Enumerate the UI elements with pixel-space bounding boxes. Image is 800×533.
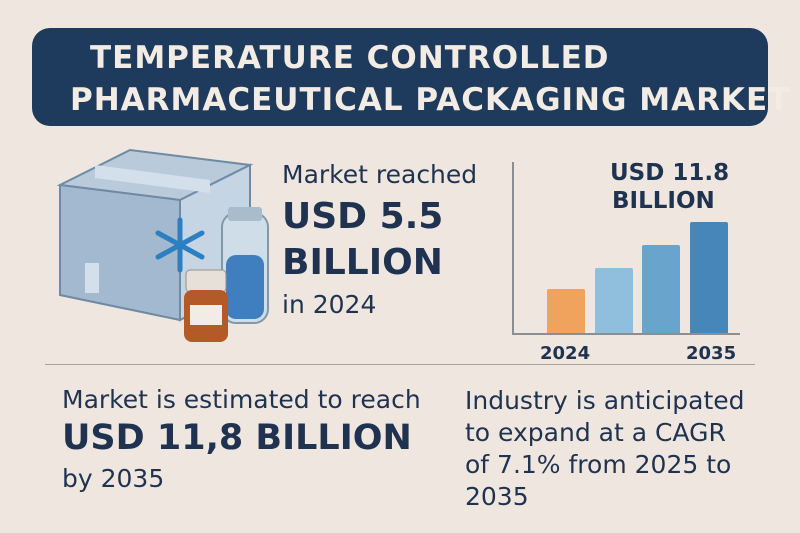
- chart-bar-4: [689, 222, 728, 333]
- chart-x-axis: [512, 333, 740, 335]
- packaging-illustration: [56, 148, 269, 342]
- cagr-line-2: to expand at a CAGR: [465, 418, 726, 447]
- title-banner: [32, 28, 768, 126]
- cagr-line-3: of 7.1% from 2025 to: [465, 450, 732, 479]
- forecast-intro: Market is estimated to reach: [62, 385, 421, 414]
- x-tick-2024: 2024: [540, 343, 591, 364]
- chart-headline-value: USD 11.8: [610, 160, 730, 186]
- title-line-1: TEMPERATURE CONTROLLED: [90, 40, 610, 76]
- chart-bar-3: [642, 244, 680, 333]
- year-2024-text: in 2024: [282, 290, 377, 319]
- pill-bottle-icon: [184, 269, 228, 342]
- chart-bar-1: [547, 288, 585, 333]
- cagr-line-4: 2035: [465, 482, 529, 511]
- market-value-unit: BILLION: [282, 242, 443, 283]
- section-divider: [45, 364, 755, 365]
- cagr-line-1: Industry is anticipated: [465, 386, 745, 415]
- market-value-2024: USD 5.5: [282, 196, 444, 237]
- title-line-2: PHARMACEUTICAL PACKAGING MARKET: [70, 82, 791, 118]
- x-tick-2035: 2035: [686, 343, 737, 364]
- market-reached-label: Market reached: [282, 160, 478, 189]
- vial-icon: [221, 207, 269, 324]
- snowflake-icon: [155, 217, 205, 273]
- chart-headline-unit: BILLION: [612, 188, 715, 214]
- forecast-year: by 2035: [62, 464, 165, 493]
- chart-y-axis: [512, 162, 514, 334]
- cagr-text: Industry is anticipated to expand at a C…: [465, 385, 745, 513]
- chart-bar-2: [594, 268, 633, 333]
- forecast-value: USD 11,8 BILLION: [62, 418, 412, 458]
